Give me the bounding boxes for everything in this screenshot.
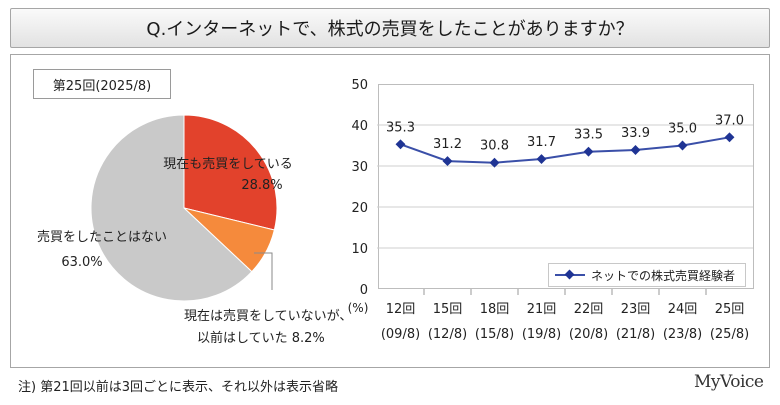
y-tick-label: 30 [351, 160, 368, 175]
footnote-text: 注) 第21回以前は3回ごとに表示、それ以外は表示省略 [18, 380, 339, 395]
x-tick-label: 25回 [715, 302, 745, 317]
page-title: Q.インターネットで、株式の売買をしたことがありますか？ [10, 8, 770, 48]
data-value-label: 35.3 [386, 120, 415, 135]
pie-label: 現在も売買をしている [163, 156, 293, 172]
legend-series-name: ネットでの株式売買経験者 [591, 268, 736, 283]
pie-label: 以前はしていた 8.2% [197, 330, 325, 346]
data-value-label: 31.2 [433, 137, 462, 152]
y-tick-label: 20 [351, 201, 368, 216]
pie-value-label: 63.0% [61, 255, 102, 270]
x-tick-label: 22回 [574, 302, 604, 317]
data-point [536, 154, 547, 164]
legend-line-marker-icon [555, 270, 585, 280]
pie-slice [183, 114, 278, 231]
data-value-label: 30.8 [480, 139, 509, 154]
x-tick-date-label: (09/8) [381, 327, 420, 342]
x-tick-label: 18回 [480, 302, 510, 317]
series-line [400, 136, 730, 164]
pie-slice [90, 114, 253, 302]
data-value-label: 33.9 [621, 126, 650, 141]
data-value-label: 35.0 [668, 122, 697, 137]
pie-label: 現在は売買をしていないが、 [184, 308, 352, 324]
line-legend: ネットでの株式売買経験者 [548, 263, 746, 287]
data-point [677, 140, 688, 151]
y-tick-label: 50 [351, 78, 368, 93]
pie-leader-line [254, 252, 273, 290]
data-point [395, 139, 406, 150]
x-tick-label: 12回 [386, 302, 416, 317]
x-tick-label: 24回 [668, 302, 698, 317]
x-tick-date-label: (23/8) [663, 327, 702, 342]
line-axis-labels: 0 10 20 30 40 50 (%) 12回 (09/8) 15回 (12/8) 18回 (15/8… [348, 78, 750, 342]
y-tick-label: 10 [351, 242, 368, 257]
pie-label: 売買をしたことはない [37, 229, 167, 245]
page-title-text: Q.インターネットで、株式の売買をしたことがありますか？ [146, 19, 634, 40]
x-tick-date-label: (25/8) [710, 327, 749, 342]
survey-round-text: 第25回(2025/8) [52, 78, 152, 94]
y-tick-label: 40 [351, 119, 368, 134]
data-point [583, 146, 594, 157]
x-tick-date-label: (20/8) [569, 327, 608, 342]
myvoice-logo: MyVoice [694, 372, 764, 392]
data-value-label: 37.0 [715, 113, 744, 128]
line-series [395, 132, 735, 168]
data-point [489, 157, 500, 168]
x-tick-date-label: (12/8) [428, 327, 467, 342]
line-gridlines [377, 124, 753, 249]
data-point [442, 156, 453, 167]
line-plot-area [378, 84, 754, 289]
survey-round-label: 第25回(2025/8) [33, 69, 171, 99]
x-tick-date-label: (15/8) [475, 327, 514, 342]
x-tick-label: 15回 [433, 302, 463, 317]
logo-text: MyVoice [694, 372, 764, 392]
x-tick-label: 21回 [527, 302, 557, 317]
data-value-label: 33.5 [574, 128, 603, 143]
data-point [724, 132, 735, 143]
data-point [630, 145, 641, 155]
pie-labels: 現在も売買をしている 28.8% 売買をしたことはない 63.0% 現在は売買をしていな… [37, 156, 352, 346]
pie-value-label: 28.8% [241, 178, 282, 193]
data-value-label: 31.7 [527, 135, 556, 150]
line-value-labels: 35.3 31.2 30.8 31.7 33.5 33.9 35.0 37.0 [386, 113, 744, 153]
y-tick-label: 0 [360, 283, 368, 298]
footnote: 注) 第21回以前は3回ごとに表示、それ以外は表示省略 [18, 376, 338, 395]
y-axis-unit-label: (%) [348, 301, 369, 315]
x-tick-date-label: (19/8) [522, 327, 561, 342]
x-tick-label: 23回 [621, 302, 651, 317]
pie-chart [90, 114, 278, 302]
x-tick-date-label: (21/8) [616, 327, 655, 342]
